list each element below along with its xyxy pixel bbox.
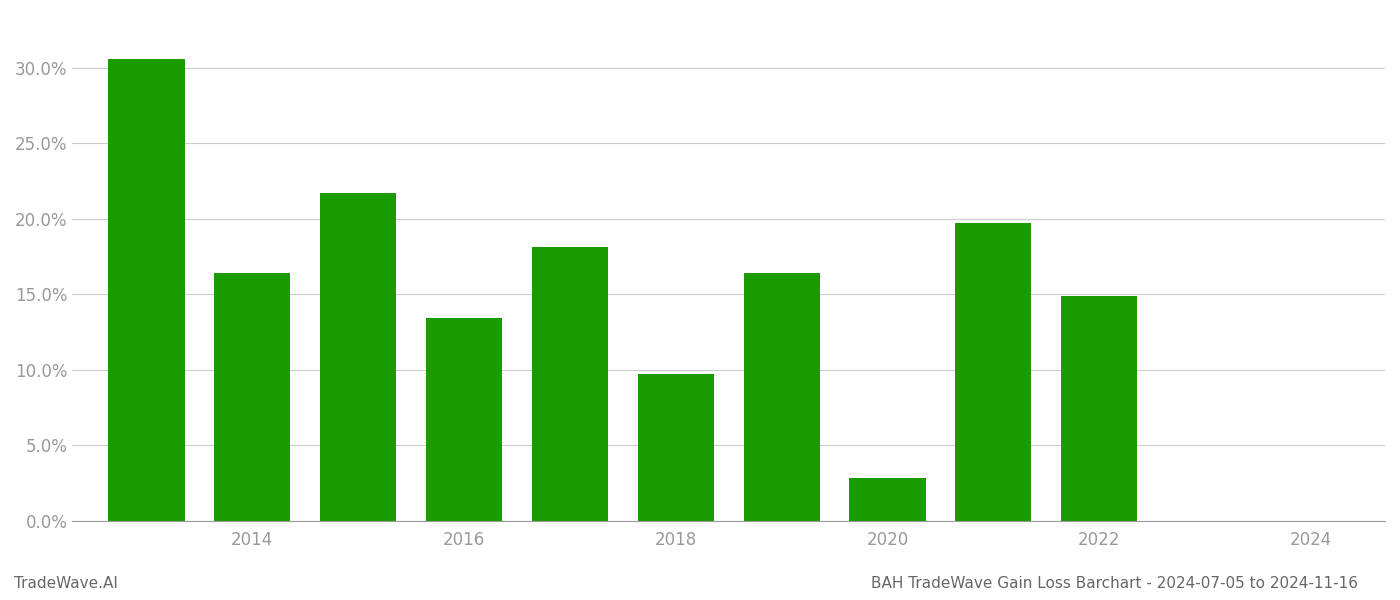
Bar [108,59,185,521]
Bar [1061,296,1137,521]
Bar [214,273,290,521]
Bar [955,223,1032,521]
Bar [637,374,714,521]
Text: BAH TradeWave Gain Loss Barchart - 2024-07-05 to 2024-11-16: BAH TradeWave Gain Loss Barchart - 2024-… [871,576,1358,591]
Bar [743,273,820,521]
Bar [321,193,396,521]
Bar [426,319,503,521]
Text: TradeWave.AI: TradeWave.AI [14,576,118,591]
Bar [532,247,608,521]
Bar [850,478,925,521]
